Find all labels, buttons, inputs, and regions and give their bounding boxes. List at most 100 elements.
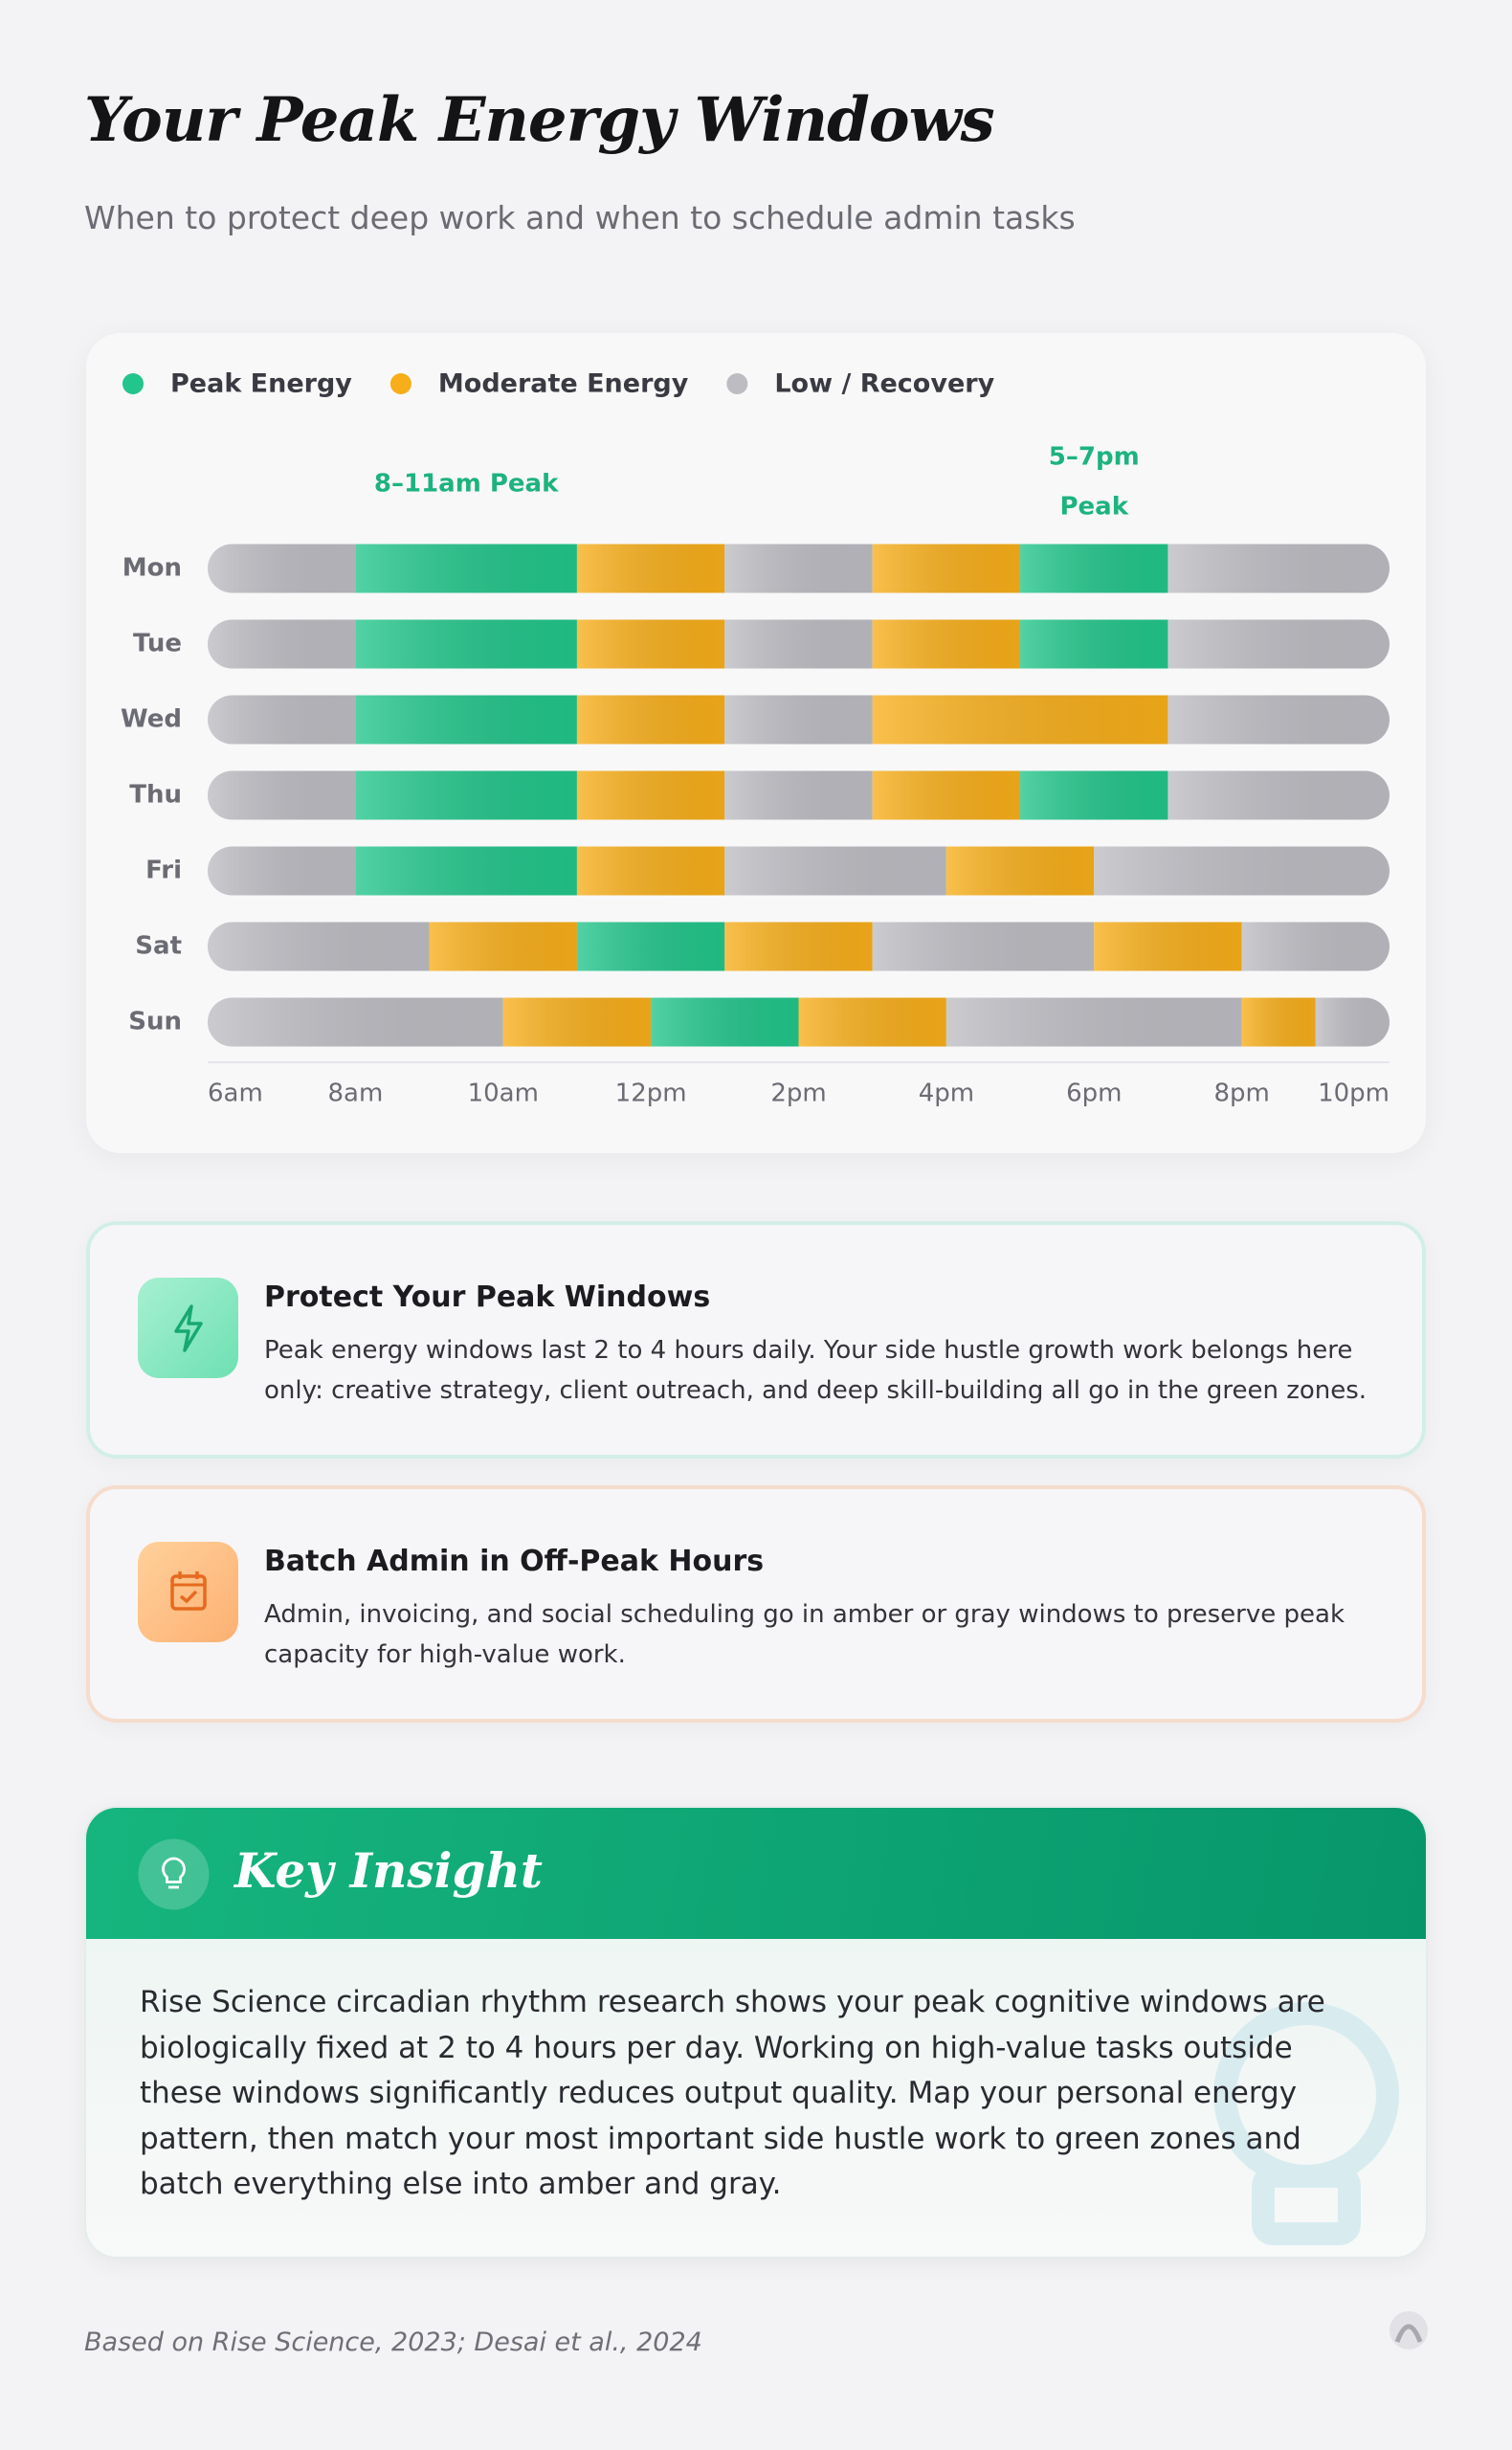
x-tick-label: 8pm <box>1213 1080 1269 1108</box>
segment-shade <box>576 770 725 820</box>
segment-shade <box>1094 922 1242 971</box>
segment-shade <box>1020 619 1168 669</box>
tip-body: Peak energy windows last 2 to 4 hours da… <box>264 1336 1367 1405</box>
row <box>208 770 1390 820</box>
row-label: Sun <box>128 1008 182 1036</box>
legend-dot <box>389 373 411 394</box>
segment-shade <box>502 997 652 1047</box>
insight-body: Rise Science circadian rhythm research s… <box>140 1985 1325 2201</box>
row <box>208 695 1390 745</box>
bulb-watermark <box>1213 2002 1399 2245</box>
segment-shade <box>1020 544 1168 593</box>
legend-label: Peak Energy <box>170 369 352 399</box>
row-label: Thu <box>129 781 182 810</box>
annotation: Peak <box>1059 493 1128 522</box>
segment-shade <box>872 922 1095 971</box>
legend-label: Low / Recovery <box>774 369 994 399</box>
row-label: Wed <box>121 705 182 734</box>
chart-card: Peak Energy Moderate Energy Low / Recovery… <box>86 333 1426 1153</box>
row-label: Mon <box>122 554 182 583</box>
segment-shade <box>208 922 430 971</box>
segment-shade <box>208 619 356 669</box>
chart: Peak Energy Moderate Energy Low / Recovery… <box>121 369 1390 1108</box>
segment-shade <box>724 846 946 896</box>
bulb-icon <box>138 1838 210 1910</box>
source-note: Based on Rise Science, 2023; Desai et al… <box>84 2328 702 2357</box>
segment-shade <box>1094 846 1390 896</box>
page-subtitle: When to protect deep work and when to sc… <box>84 199 1076 236</box>
segment-shade <box>576 544 725 593</box>
segment-shade <box>1167 544 1390 593</box>
segment-shade <box>1241 922 1390 971</box>
row <box>208 544 1390 593</box>
segment-shade <box>872 695 1168 745</box>
tip-card: Batch Admin in Off-Peak Hours Admin, inv… <box>86 1485 1426 1723</box>
legend-label: Moderate Energy <box>438 369 689 399</box>
insight-card: Key Insight Rise Science circadian rhyth… <box>84 1806 1428 2259</box>
row-label: Sat <box>135 932 182 961</box>
segment-shade <box>798 997 946 1047</box>
insight-title: Key Insight <box>234 1842 543 1899</box>
page-title: Your Peak Energy Windows <box>84 84 995 156</box>
segment-shade <box>1167 695 1390 745</box>
row-label: Fri <box>145 857 182 885</box>
segment-shade <box>945 997 1242 1047</box>
segment-shade <box>872 544 1021 593</box>
x-tick-label: 6pm <box>1066 1080 1122 1108</box>
tip-body: Admin, invoicing, and social scheduling … <box>264 1600 1345 1669</box>
segment-shade <box>208 695 356 745</box>
segment-shade <box>355 544 577 593</box>
segment-shade <box>724 770 873 820</box>
segment-shade <box>576 846 725 896</box>
segment-shade <box>724 619 873 669</box>
segment-shade <box>208 544 356 593</box>
segment-shade <box>1167 619 1390 669</box>
segment-shade <box>576 695 725 745</box>
brand-logo <box>1390 2311 1428 2350</box>
segment-shade <box>724 695 873 745</box>
segment-shade <box>1020 770 1168 820</box>
bolt-icon <box>174 1304 203 1352</box>
calendar-icon <box>170 1571 207 1611</box>
segment-shade <box>724 922 873 971</box>
segment-shade <box>355 695 577 745</box>
legend-dot <box>122 373 144 394</box>
row <box>208 619 1390 669</box>
segment-shade <box>872 619 1021 669</box>
x-tick-label: 10pm <box>1318 1080 1390 1108</box>
row <box>208 922 1390 971</box>
segment-shade <box>429 922 577 971</box>
x-tick-label: 4pm <box>919 1080 974 1108</box>
segment-shade <box>208 770 356 820</box>
x-tick-label: 8am <box>327 1080 383 1108</box>
segment-shade <box>724 544 873 593</box>
tip-icon <box>138 1542 238 1642</box>
segment-shade <box>1315 997 1390 1047</box>
tip-icon <box>138 1278 238 1378</box>
segment-shade <box>355 846 577 896</box>
tip-title: Protect Your Peak Windows <box>264 1281 711 1314</box>
annotation: 5–7pm <box>1049 443 1140 472</box>
segment-shade <box>208 846 356 896</box>
x-tick-label: 12pm <box>615 1080 687 1108</box>
insight-header: Key Insight <box>86 1808 1426 1939</box>
segment-shade <box>208 997 503 1047</box>
segment-shade <box>1167 770 1390 820</box>
segment-shade <box>576 619 725 669</box>
segment-shade <box>355 770 577 820</box>
segment-shade <box>355 619 577 669</box>
segment-shade <box>651 997 799 1047</box>
segment-shade <box>1241 997 1316 1047</box>
x-tick-label: 2pm <box>770 1080 826 1108</box>
row <box>208 846 1390 896</box>
segment-shade <box>945 846 1095 896</box>
annotation: 8–11am Peak <box>374 470 559 499</box>
legend-dot <box>726 373 748 394</box>
row-label: Tue <box>133 630 182 658</box>
tip-title: Batch Admin in Off-Peak Hours <box>264 1545 765 1578</box>
row <box>208 997 1390 1047</box>
segment-shade <box>576 922 725 971</box>
x-tick-label: 10am <box>468 1080 539 1108</box>
x-tick-label: 6am <box>208 1080 263 1108</box>
